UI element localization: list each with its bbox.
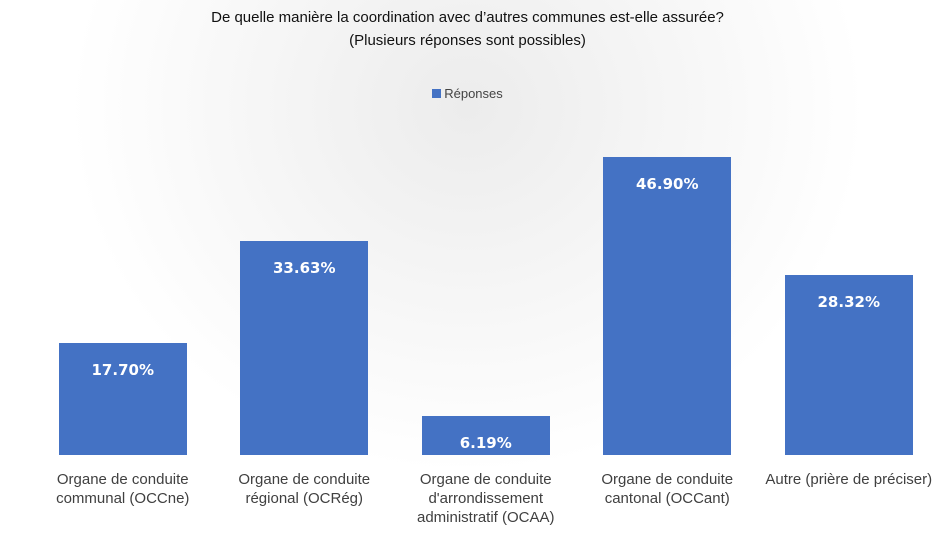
bar — [784, 275, 913, 455]
bar — [58, 342, 187, 455]
x-tick-label: Organe de conduite régional (OCRég) — [238, 471, 371, 507]
bar — [240, 241, 369, 455]
x-tick-label: Autre (prière de préciser) — [765, 471, 933, 488]
chart-subtitle: (Plusieurs réponses sont possibles) — [349, 32, 586, 49]
x-tick-label: Organe de conduite cantonal (OCCant) — [601, 471, 734, 507]
legend-swatch — [432, 89, 442, 98]
data-label: 6.19% — [459, 433, 512, 452]
data-label: 46.90% — [636, 175, 699, 193]
bar — [421, 415, 550, 455]
x-tick-label: Organe de conduite communal (OCCne) — [56, 471, 190, 507]
data-label: 33.63% — [273, 259, 336, 278]
data-label: 28.32% — [817, 293, 880, 312]
legend: Réponses — [0, 86, 935, 101]
data-label: 17.70% — [91, 360, 154, 379]
legend-label: Réponses — [444, 86, 503, 101]
bar — [603, 157, 732, 455]
x-tick-label: Organe de conduite d'arrondissement admi… — [416, 471, 555, 526]
chart-title: De quelle manière la coordination avec d… — [211, 9, 724, 26]
